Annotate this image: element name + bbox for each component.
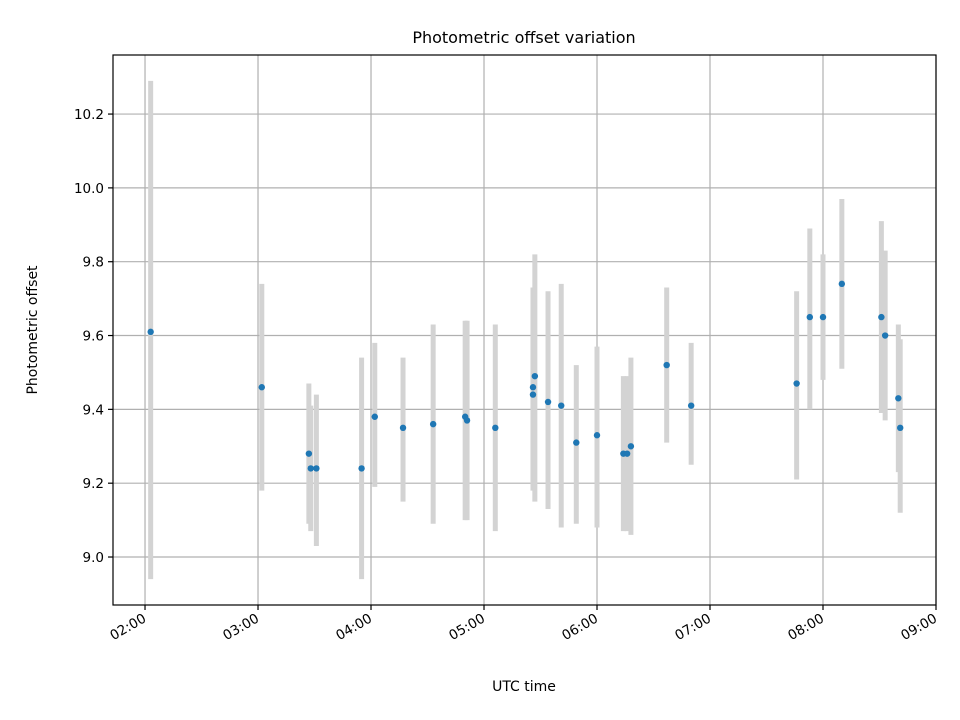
data-point	[399, 424, 407, 432]
y-axis-label: Photometric offset	[25, 265, 41, 395]
data-point	[806, 313, 814, 321]
data-point	[878, 313, 885, 321]
data-point	[147, 328, 154, 336]
data-point	[429, 420, 437, 428]
data-point	[687, 402, 695, 409]
data-point	[881, 332, 889, 339]
y-tick-label: 10.2	[74, 107, 104, 123]
data-point	[663, 361, 670, 369]
data-point	[897, 424, 904, 432]
plot-frame	[112, 54, 937, 606]
data-point	[529, 391, 537, 398]
y-tick-label: 9.8	[83, 255, 104, 271]
data-point	[307, 465, 314, 472]
y-axis: 9.0 9.2 9.4 9.6 9.8 10.0 10.2	[74, 107, 113, 566]
point-layer	[147, 280, 904, 472]
data-point	[531, 372, 539, 380]
x-axis-label: UTC time	[492, 679, 556, 695]
data-point	[593, 432, 601, 439]
data-point	[305, 450, 313, 457]
data-point	[627, 443, 635, 450]
data-point	[544, 398, 552, 406]
data-point	[371, 413, 378, 420]
y-tick-label: 9.6	[83, 329, 104, 345]
y-tick-label: 9.0	[83, 550, 104, 566]
data-point	[258, 384, 265, 391]
data-point	[793, 380, 800, 387]
data-point	[838, 280, 846, 288]
y-tick-label: 9.2	[83, 476, 104, 492]
data-point	[895, 395, 902, 402]
data-point	[358, 465, 365, 472]
data-point	[623, 450, 631, 457]
data-point	[463, 417, 471, 424]
data-point	[529, 384, 537, 391]
data-point	[492, 424, 499, 432]
data-point	[819, 313, 827, 321]
data-point	[573, 439, 580, 446]
chart-title: Photometric offset variation	[412, 28, 635, 47]
y-tick-label: 9.4	[83, 402, 104, 418]
y-tick-label: 10.0	[74, 181, 104, 197]
data-point	[313, 465, 320, 472]
data-point	[558, 402, 565, 409]
